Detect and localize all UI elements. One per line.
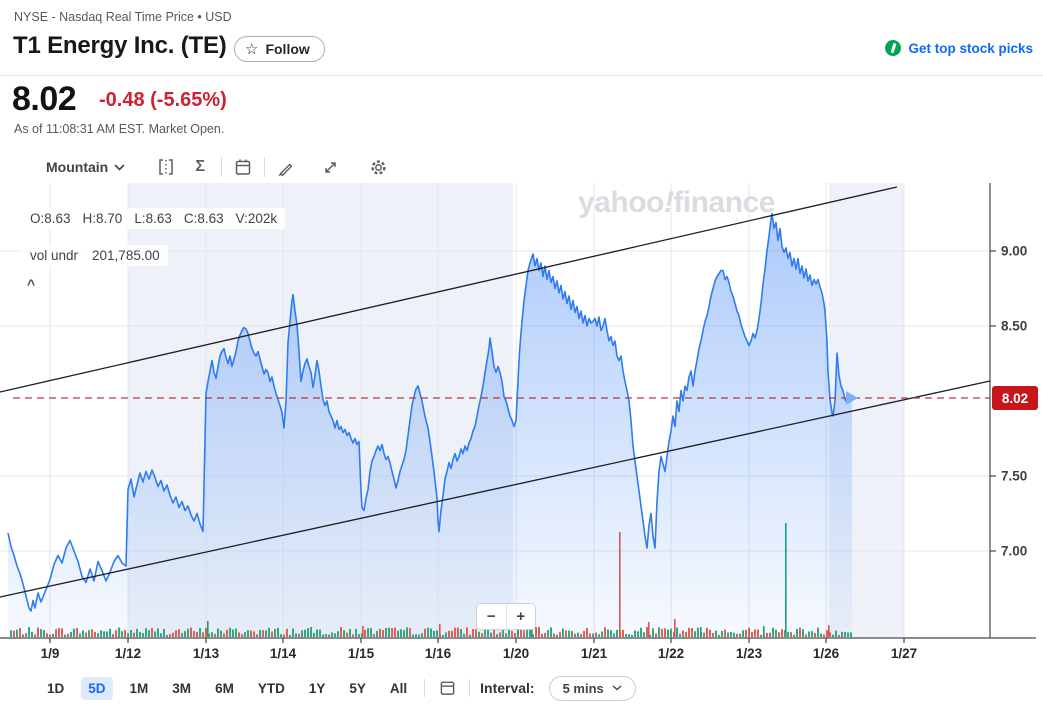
price-area-fill [8,213,852,637]
interval-value: 5 mins [562,680,604,696]
volume-value: 201,785.00 [92,248,160,263]
ohlc-close: C:8.63 [183,211,224,226]
current-price-badge-label: 8.02 [1002,391,1028,406]
ohlc-low: L:8.63 [134,211,172,226]
range-all[interactable]: All [383,677,414,700]
star-icon: ☆ [245,41,259,58]
chart-type-dropdown[interactable]: Mountain [46,159,125,175]
top-link-label: Get top stock picks [908,40,1033,56]
ohlc-high: H:8.70 [82,211,123,226]
range-1m[interactable]: 1M [123,677,156,700]
ohlc-open: O:8.63 [30,211,71,226]
interval-dropdown[interactable]: 5 mins [548,675,636,701]
x-axis-label: 1/16 [425,646,452,661]
x-axis-label: 1/26 [813,646,840,661]
current-price: 8.02 [12,80,77,118]
exchange-line: NYSE - Nasdaq Real Time Price • USD [14,10,232,24]
ohlc-legend: O:8.63 H:8.70 L:8.63 C:8.63 V:202k [22,208,286,229]
header-divider [0,75,1043,76]
follow-label: Follow [265,41,310,57]
range-3m[interactable]: 3M [165,677,198,700]
draw-pencil-icon[interactable] [269,156,303,178]
range-1y[interactable]: 1Y [302,677,333,700]
x-axis-label: 1/22 [658,646,684,661]
price-change: -0.48 (-5.65%) [99,89,227,111]
zoom-in-button[interactable]: + [506,604,535,629]
x-axis-label: 1/12 [115,646,141,661]
range-ytd[interactable]: YTD [251,677,292,700]
y-axis-label: 9.00 [1001,244,1027,259]
x-axis-label: 1/13 [193,646,220,661]
range-5d[interactable]: 5D [81,676,113,700]
range-6m[interactable]: 6M [208,677,241,700]
custom-date-calendar-icon[interactable] [435,677,459,699]
toolbar-separator [221,157,223,177]
zoom-out-button[interactable]: − [477,604,507,629]
chart-type-label: Mountain [46,159,109,175]
x-axis-label: 1/14 [270,646,297,661]
x-axis-label: 1/9 [41,646,60,661]
y-axis-label: 7.50 [1001,469,1027,484]
chevron-down-icon [114,163,125,171]
y-axis-label: 8.50 [1001,319,1027,334]
interval-brackets-icon[interactable] [149,156,183,178]
trendline-annotation[interactable] [0,186,898,393]
chart-zoom-controls: − + [476,603,536,630]
as-of-timestamp: As of 11:08:31 AM EST. Market Open. [14,122,225,136]
yahoo-finance-watermark: yahoo!finance [578,186,775,219]
toolbar-separator [264,157,266,177]
y-axis-label: 7.00 [1001,544,1027,559]
volume-label: vol undr [30,248,79,263]
settings-gear-icon[interactable] [361,156,395,178]
sigma-indicators-icon[interactable]: Σ [195,158,206,175]
x-axis-label: 1/21 [581,646,608,661]
expand-icon[interactable] [313,156,347,178]
range-selector-bar: 1D 5D 1M 3M 6M YTD 1Y 5Y All Interval: 5 mins [0,672,1043,704]
follow-button[interactable]: ☆ Follow [234,36,325,62]
bottom-separator [424,679,426,697]
page-title: T1 Energy Inc. (TE) [13,32,227,59]
current-price-marker [846,391,858,405]
x-axis-label: 1/15 [348,646,375,661]
chevron-down-icon [612,685,622,691]
chart-toolbar: Mountain Σ [0,152,1000,182]
volume-legend: vol undr 201,785.00 [22,245,168,266]
range-selector-items: 1D 5D 1M 3M 6M YTD 1Y 5Y All [40,676,414,700]
x-axis-label: 1/20 [503,646,529,661]
calendar-icon[interactable] [226,156,260,178]
premium-badge-icon [885,40,902,56]
get-top-stock-picks-link[interactable]: Get top stock picks [885,40,1033,56]
interval-label: Interval: [480,680,535,696]
range-1d[interactable]: 1D [40,677,71,700]
bottom-separator [469,679,471,697]
current-price-badge [992,386,1038,410]
x-axis-label: 1/23 [736,646,763,661]
trendline-annotation[interactable] [0,380,991,598]
range-5y[interactable]: 5Y [342,677,373,700]
price-line [7,212,853,612]
collapse-legend-caret[interactable]: ^ [27,276,36,292]
x-axis-label: 1/27 [891,646,917,661]
ohlc-volume: V:202k [235,211,278,226]
